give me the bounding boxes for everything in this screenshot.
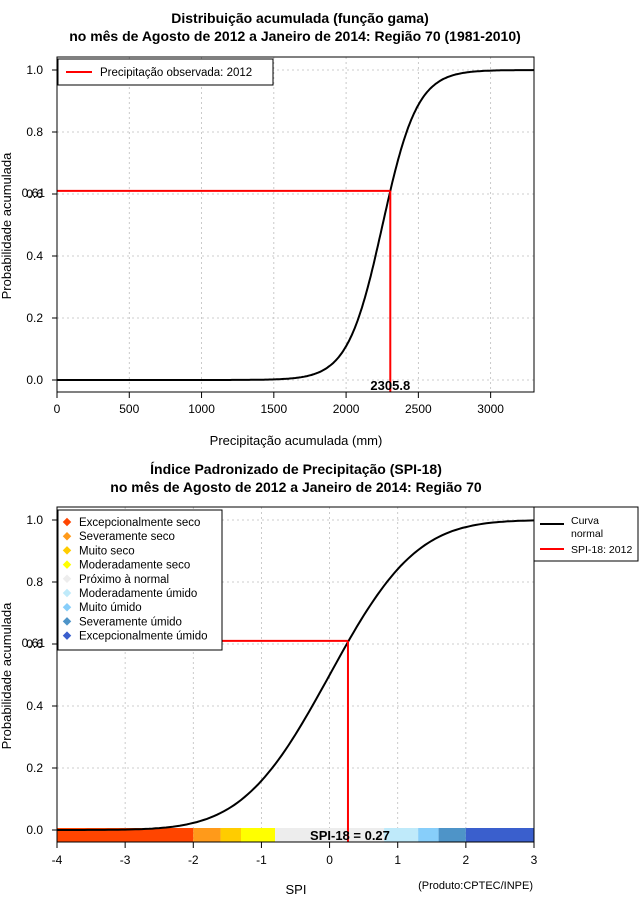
chart2-x-tick-label: -4 xyxy=(52,853,63,867)
chart2-title-line2: no mês de Agosto de 2012 a Janeiro de 20… xyxy=(110,479,482,495)
chart1-title-line2: no mês de Agosto de 2012 a Janeiro de 20… xyxy=(69,28,521,44)
chart2-y-axis-label: Probabilidade acumulada xyxy=(0,602,14,749)
chart2-legend-observed-label: SPI-18: 2012 xyxy=(571,544,632,556)
chart2-y-tick-label: 1.0 xyxy=(26,513,43,527)
chart2-category-legend-label: Próximo à normal xyxy=(79,574,169,586)
chart1-observed-group: 2305.8 0.61 xyxy=(22,186,411,393)
chart1-series-line xyxy=(57,69,535,381)
chart2-y-tick-label: 0.6 xyxy=(26,637,43,651)
chart1-y-axis-label: Probabilidade acumulada xyxy=(0,152,14,299)
chart1-observed-prob-annotation: 0.61 xyxy=(22,186,46,200)
chart2-series-line xyxy=(57,519,535,831)
chart1-y-tick-label: 0.4 xyxy=(26,249,43,263)
chart2-category-band xyxy=(384,828,419,842)
chart2-observed-annotation: SPI-18 = 0.27 xyxy=(310,828,390,843)
chart2-x-tick-label: 3 xyxy=(531,853,538,867)
chart2-legend-curve-label-line2: normal xyxy=(571,528,603,540)
chart2-category-legend-box xyxy=(57,509,223,651)
chart2-y-tick-label: 0.8 xyxy=(26,575,43,589)
chart2-category-band xyxy=(438,828,466,842)
chart2-x-axis-label: SPI xyxy=(286,882,307,897)
chart2-x-tick-label: -3 xyxy=(120,853,131,867)
chart2-category-legend-label: Moderadamente úmido xyxy=(79,588,197,600)
chart1-x-tick-label: 2000 xyxy=(333,402,360,416)
chart1-legend: Precipitação observada: 2012 xyxy=(57,58,274,86)
chart2-observed-prob-annotation: 0.61 xyxy=(22,636,46,650)
chart2-credit: (Produto:CPTEC/INPE) xyxy=(418,880,533,892)
chart1-y-tick-label: 1.0 xyxy=(26,63,43,77)
chart1-x-axis-label: Precipitação acumulada (mm) xyxy=(210,433,383,448)
chart1-x-tick-label: 3000 xyxy=(477,402,504,416)
chart1-ticks: 0 500 1000 1500 2000 2500 3000 0.0 0.2 0.4 0.6 0.8 1… xyxy=(26,63,504,416)
chart1-y-tick-label: 0.6 xyxy=(26,187,43,201)
chart2-x-tick-label: 0 xyxy=(326,853,333,867)
chart2-category-legend-label: Muito seco xyxy=(79,545,135,557)
chart1-legend-observed-label: Precipitação observada: 2012 xyxy=(100,67,252,79)
chart2-category-legend-label: Moderadamente seco xyxy=(79,560,190,572)
chart2-plot-frame xyxy=(56,506,535,843)
chart1-x-tick-label: 1500 xyxy=(260,402,287,416)
chart2-y-tick-label: 0.0 xyxy=(26,823,43,837)
chart2-category-bar xyxy=(57,828,534,842)
chart1-x-tick-label: 2500 xyxy=(405,402,432,416)
chart2-right-legend: Curva normal SPI-18: 2012 xyxy=(533,506,639,562)
chart2-ticks: -4 -3 -2 -1 0 1 2 3 0.0 0.2 0.4 0.6 0.8 1.0 xyxy=(26,513,537,867)
chart1-x-tick-label: 500 xyxy=(119,402,139,416)
gamma-cdf-chart: Distribuição acumulada (função gama) no … xyxy=(0,10,535,448)
chart2-category-band xyxy=(240,828,276,842)
chart2-category-legend-label: Excepcionalmente seco xyxy=(79,517,200,529)
chart1-y-tick-label: 0.2 xyxy=(26,311,43,325)
chart2-x-tick-label: -1 xyxy=(256,853,267,867)
chart1-legend-box xyxy=(57,58,274,86)
chart2-category-band xyxy=(275,828,385,842)
chart2-category-band xyxy=(465,828,534,842)
chart2-category-band xyxy=(220,828,241,842)
chart2-series-group xyxy=(57,519,535,831)
chart2-legend-curve-label-line1: Curva xyxy=(571,515,599,527)
spi-chart: Índice Padronizado de Precipitação (SPI-… xyxy=(0,461,639,897)
chart2-category-legend-label: Severamente úmido xyxy=(79,616,182,628)
chart2-y-tick-label: 0.2 xyxy=(26,761,43,775)
chart1-x-tick-label: 1000 xyxy=(188,402,215,416)
chart2-x-tick-label: 1 xyxy=(394,853,401,867)
chart2-x-tick-label: -2 xyxy=(188,853,199,867)
chart2-category-band xyxy=(193,828,221,842)
chart2-category-band xyxy=(57,828,194,842)
chart1-grid xyxy=(57,57,534,392)
chart1-x-tick-label: 0 xyxy=(54,402,61,416)
chart2-title-line1: Índice Padronizado de Precipitação (SPI-… xyxy=(150,461,442,477)
chart2-x-tick-label: 2 xyxy=(463,853,470,867)
chart1-plot-frame xyxy=(56,56,535,393)
chart1-observed-x-annotation: 2305.8 xyxy=(370,378,410,393)
chart2-category-legend-label: Excepcionalmente úmido xyxy=(79,631,208,643)
chart1-title-line1: Distribuição acumulada (função gama) xyxy=(171,10,429,26)
chart2-category-legend: Excepcionalmente seco Severamente seco Mui… xyxy=(57,509,223,651)
chart1-series-group xyxy=(57,69,535,381)
chart1-y-tick-label: 0.0 xyxy=(26,373,43,387)
chart2-y-tick-label: 0.4 xyxy=(26,699,43,713)
chart2-right-legend-box xyxy=(533,506,639,562)
chart2-category-legend-label: Muito úmido xyxy=(79,602,142,614)
chart2-category-band xyxy=(418,828,439,842)
chart1-y-tick-label: 0.8 xyxy=(26,125,43,139)
chart2-category-legend-label: Severamente seco xyxy=(79,531,175,543)
